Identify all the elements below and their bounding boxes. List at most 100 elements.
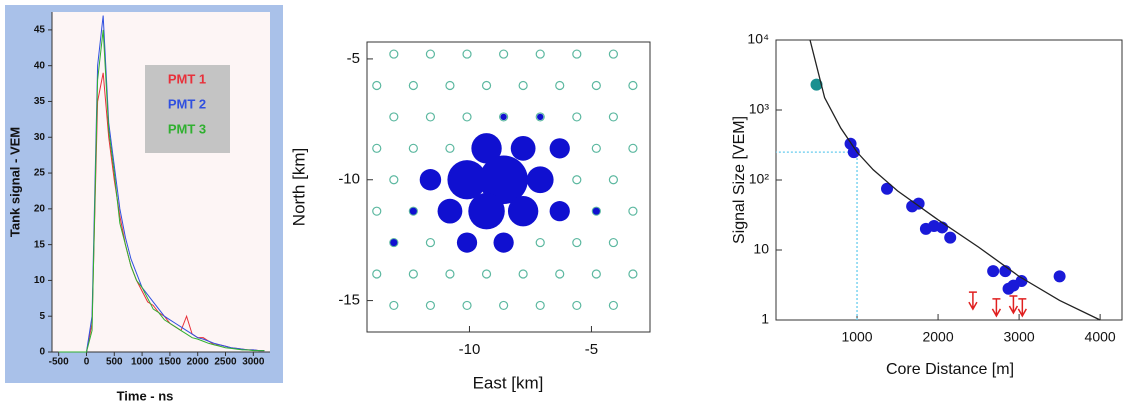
y-tick-label: 10⁴ — [747, 31, 769, 47]
x-tick-label: -5 — [585, 341, 598, 358]
x-axis-label: Time - ns — [117, 388, 174, 403]
station — [591, 269, 601, 279]
x-axis-label: East [km] — [473, 373, 544, 392]
station — [445, 143, 455, 153]
station — [481, 80, 492, 91]
hit-station — [419, 169, 442, 191]
station — [591, 206, 601, 216]
station — [499, 300, 509, 311]
x-tick-label: 0 — [84, 357, 90, 368]
station — [535, 49, 545, 59]
y-axis-label: North [km] — [289, 148, 308, 226]
x-tick-label: -500 — [49, 357, 69, 368]
y-tick-label: 45 — [34, 25, 46, 36]
y-tick-label: 0 — [39, 347, 45, 358]
hit-station — [510, 135, 536, 161]
hit-station — [479, 155, 528, 205]
station — [408, 143, 418, 153]
y-tick-label: 1 — [761, 311, 769, 327]
y-tick-label: 10² — [749, 171, 770, 187]
station — [608, 112, 619, 122]
x-tick-label: 1000 — [131, 357, 154, 368]
upper-limit — [991, 298, 1002, 318]
station — [408, 206, 418, 216]
plot-area — [52, 12, 270, 352]
station — [372, 143, 382, 153]
y-tick-label: 40 — [34, 60, 46, 71]
x-tick-label: 3000 — [1004, 329, 1035, 345]
legend-entry: PMT 2 — [168, 96, 206, 111]
y-tick-label: 10 — [34, 275, 46, 286]
station — [572, 175, 582, 185]
y-tick-label: -10 — [338, 171, 360, 188]
y-tick-label: 10 — [753, 241, 769, 257]
station — [572, 49, 582, 59]
hit-station — [447, 160, 487, 200]
hit-station — [507, 195, 539, 227]
hit-station — [592, 207, 600, 215]
station — [572, 237, 582, 248]
data-point — [1053, 270, 1066, 283]
hit-station — [456, 232, 478, 253]
plot-frame — [775, 39, 1123, 321]
station — [372, 80, 382, 91]
station — [445, 269, 455, 279]
hit-station — [549, 138, 570, 159]
y-axis-label: Tank signal - VEM — [7, 127, 22, 237]
y-tick-label: 30 — [34, 132, 46, 143]
data-point — [1015, 275, 1028, 288]
station — [555, 269, 565, 279]
station — [535, 237, 545, 248]
x-tick-label: 1500 — [159, 357, 182, 368]
data-point — [987, 265, 1000, 278]
x-tick-label: 2500 — [214, 357, 237, 368]
station — [462, 112, 472, 122]
station — [628, 143, 638, 153]
hit-station — [409, 207, 417, 215]
station — [389, 237, 399, 248]
trace — [58, 29, 265, 353]
fit-curve — [809, 39, 1101, 321]
station — [628, 80, 638, 91]
station — [518, 80, 528, 91]
y-tick-label: -5 — [347, 50, 360, 67]
station — [628, 206, 638, 216]
x-tick-label: 4000 — [1085, 329, 1116, 345]
upper-limit — [1008, 295, 1019, 315]
upper-limit — [1017, 298, 1027, 318]
y-tick-label: -15 — [338, 292, 360, 309]
data-point — [847, 146, 860, 159]
station — [425, 237, 436, 248]
station — [591, 80, 601, 91]
y-tick-label: 15 — [34, 239, 46, 250]
station — [372, 269, 382, 279]
hit-station — [437, 198, 463, 224]
station — [425, 300, 436, 311]
station — [608, 237, 619, 248]
legend-entry: PMT 3 — [168, 121, 206, 136]
station — [608, 49, 619, 59]
hit-station — [549, 201, 570, 222]
station — [591, 143, 601, 153]
x-tick-label: -10 — [459, 341, 481, 358]
station — [555, 80, 565, 91]
upper-limit — [968, 291, 978, 311]
hit-station — [526, 166, 554, 194]
x-axis-label: Core Distance [m] — [886, 361, 1014, 378]
station — [608, 175, 619, 185]
station — [518, 269, 528, 279]
station — [628, 269, 638, 279]
station — [408, 80, 418, 91]
station — [425, 112, 436, 122]
x-tick-label: 2000 — [922, 329, 953, 345]
hit-station — [537, 113, 544, 121]
y-axis-label: Signal Size [VEM] — [731, 116, 748, 244]
station — [462, 300, 472, 311]
hit-station — [493, 232, 514, 253]
y-tick-label: 5 — [39, 311, 45, 322]
station — [608, 300, 619, 311]
hit-station — [390, 239, 398, 247]
reference-line — [776, 151, 858, 320]
x-tick-label: 3000 — [242, 357, 265, 368]
y-tick-label: 25 — [34, 168, 46, 179]
